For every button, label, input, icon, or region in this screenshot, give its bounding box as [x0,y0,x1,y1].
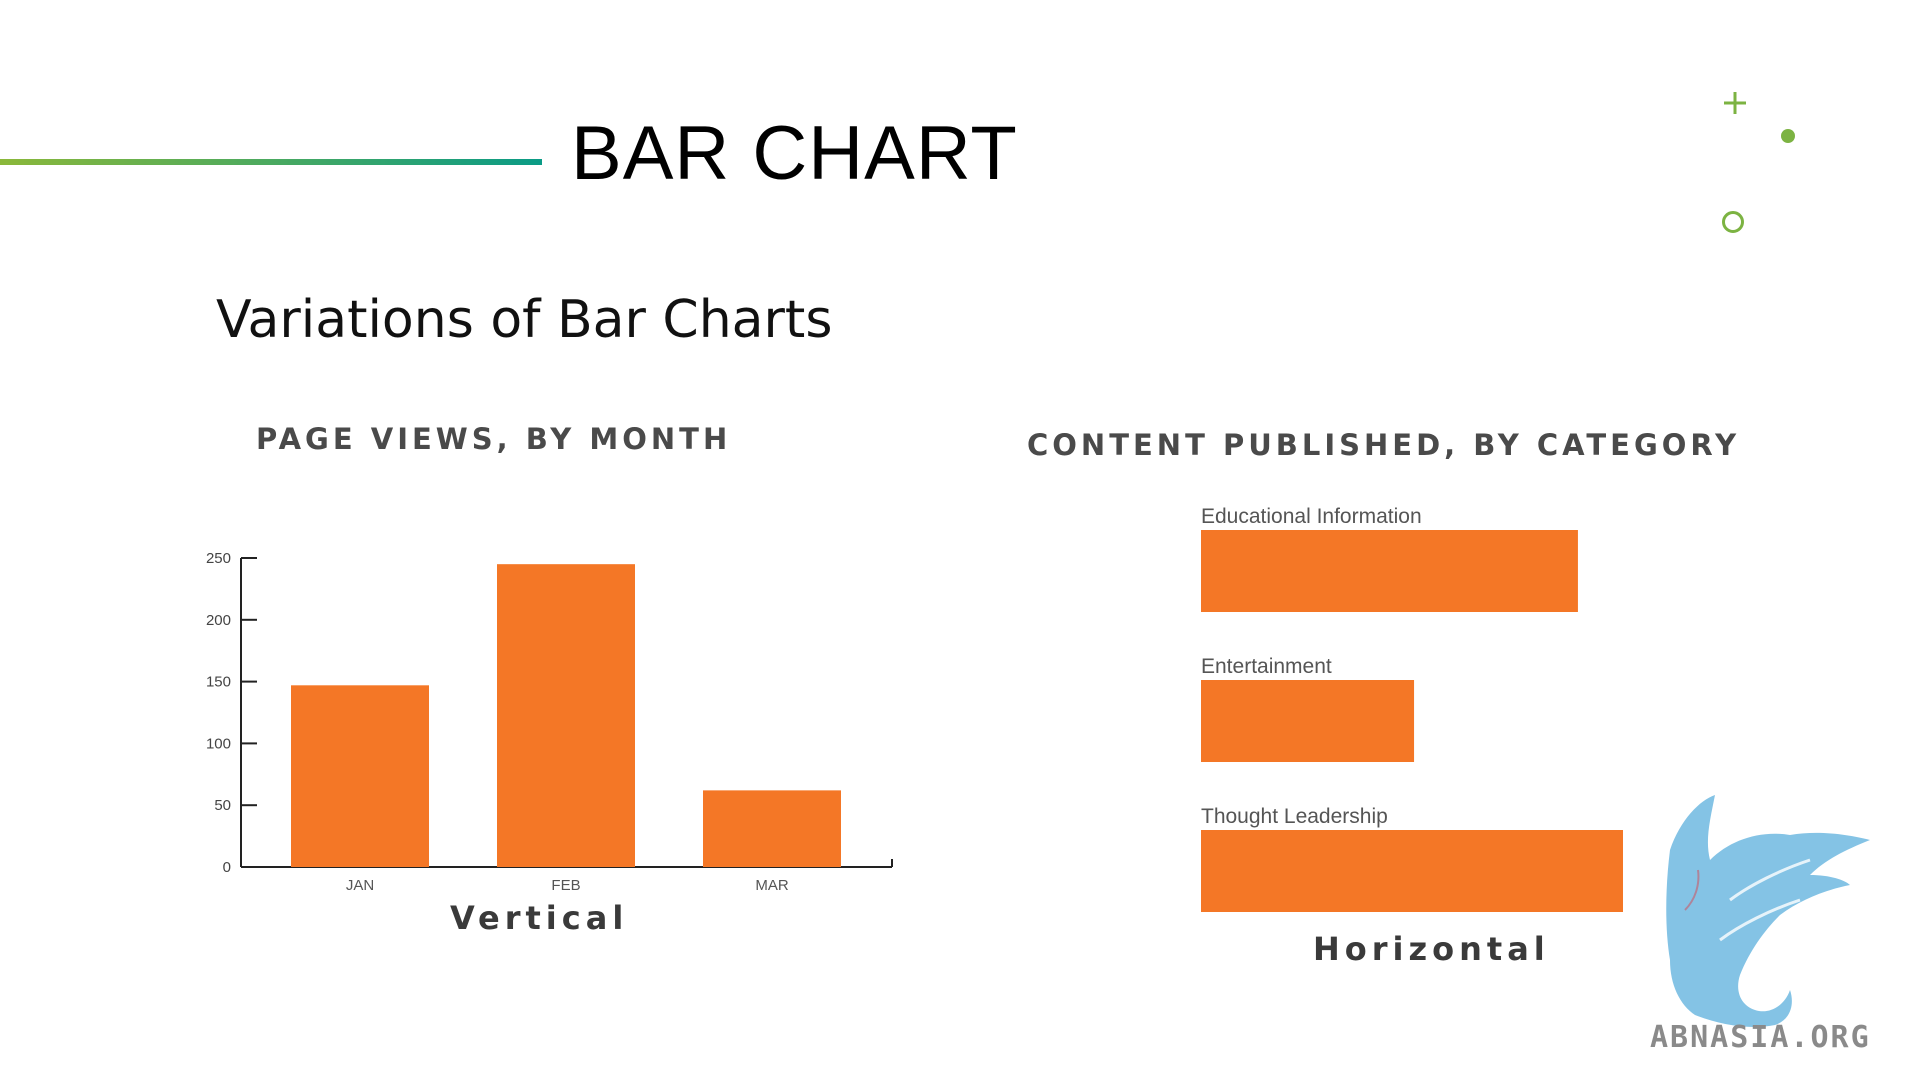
bar-educational-information [1201,530,1578,612]
logo-wordmark: ABNASIA.ORG [1650,1020,1871,1055]
title-accent-line [0,159,542,165]
category-label: Entertainment [1201,655,1332,678]
y-tick-label: 0 [223,859,231,876]
bar-jan [291,685,429,867]
bar-entertainment [1201,680,1415,762]
vertical-caption: Vertical [450,899,629,937]
griffin-logo-icon [1666,795,1870,1027]
slide-subtitle: Variations of Bar Charts [216,290,833,350]
x-tick-label: JAN [346,877,374,894]
y-tick-label: 50 [214,797,231,814]
plus-decoration-icon [1724,92,1746,114]
x-tick-label: FEB [551,877,580,894]
horizontal-chart-title: CONTENT PUBLISHED, BY CATEGORY [1027,428,1741,462]
bar-thought-leadership [1201,830,1623,912]
dot-decoration-icon [1781,129,1795,143]
y-tick-label: 200 [206,612,231,629]
horizontal-caption: Horizontal [1313,930,1550,968]
bar-mar [703,790,841,867]
vertical-chart-title: PAGE VIEWS, BY MONTH [256,422,732,456]
y-tick-label: 150 [206,674,231,691]
category-label: Educational Information [1201,505,1422,528]
x-tick-label: MAR [755,877,789,894]
slide-title: BAR CHART [571,111,1018,196]
bar-feb [497,564,635,867]
y-tick-label: 250 [206,550,231,567]
category-label: Thought Leadership [1201,805,1388,828]
ring-decoration-icon [1722,211,1744,233]
y-tick-label: 100 [206,735,231,752]
